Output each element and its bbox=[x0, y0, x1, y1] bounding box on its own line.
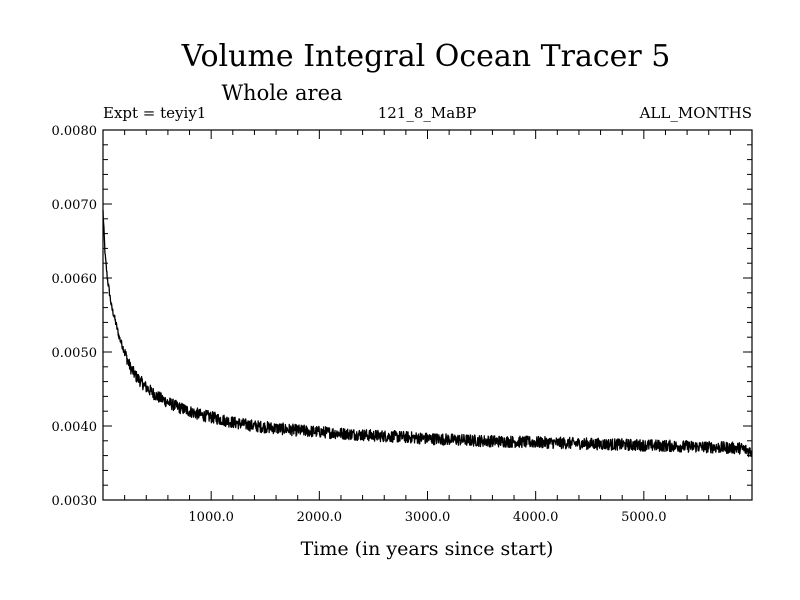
x-tick-label: 3000.0 bbox=[405, 510, 451, 525]
period-label: ALL_MONTHS bbox=[639, 104, 752, 122]
y-tick-label: 0.0030 bbox=[52, 494, 98, 509]
chart-subtitle: Whole area bbox=[221, 81, 342, 105]
x-tick-label: 2000.0 bbox=[297, 510, 343, 525]
x-tick-label: 1000.0 bbox=[188, 510, 234, 525]
x-tick-label: 4000.0 bbox=[513, 510, 559, 525]
x-tick-label: 5000.0 bbox=[621, 510, 667, 525]
y-axis: 0.0030 0.0040 0.0050 0.0060 0.0070 0.0080 bbox=[52, 124, 752, 509]
run-label: 121_8_MaBP bbox=[378, 104, 477, 122]
y-tick-label: 0.0040 bbox=[52, 420, 98, 435]
y-tick-label: 0.0070 bbox=[52, 198, 98, 213]
x-axis: 1000.0 2000.0 3000.0 4000.0 5000.0 bbox=[124, 130, 731, 525]
y-tick-label: 0.0050 bbox=[52, 346, 98, 361]
y-tick-label: 0.0060 bbox=[52, 272, 98, 287]
series-line bbox=[102, 210, 753, 458]
expt-label: Expt = teyiy1 bbox=[103, 104, 206, 122]
x-axis-label: Time (in years since start) bbox=[301, 538, 554, 560]
series-layer bbox=[102, 210, 753, 458]
y-tick-label: 0.0080 bbox=[52, 124, 98, 139]
chart-title: Volume Integral Ocean Tracer 5 bbox=[181, 39, 671, 74]
